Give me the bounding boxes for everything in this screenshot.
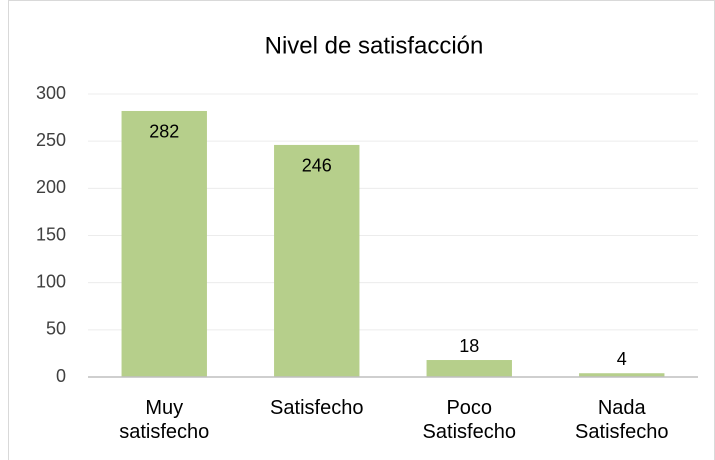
bar: [579, 373, 665, 377]
data-label: 4: [617, 349, 627, 369]
y-tick-label: 100: [36, 271, 66, 291]
x-tick-label: Poco Satisfecho: [422, 397, 516, 443]
data-label: 246: [302, 156, 332, 176]
y-tick-label: 200: [36, 177, 66, 197]
x-tick-label: Satisfecho: [270, 397, 364, 419]
y-tick-label: 250: [36, 130, 66, 150]
y-tick-label: 50: [46, 319, 66, 339]
data-label: 282: [149, 122, 179, 142]
y-tick-label: 300: [36, 83, 66, 103]
x-tick-label: Muy satisfecho: [119, 397, 210, 443]
data-label: 18: [459, 336, 479, 356]
chart-title: Nivel de satisfacción: [265, 32, 484, 59]
bar: [274, 144, 360, 377]
y-tick-label: 150: [36, 224, 66, 244]
bar: [121, 110, 207, 377]
bar: [426, 360, 512, 377]
x-tick-label: Nada Satisfecho: [575, 397, 669, 443]
chart-border: [8, 0, 715, 460]
y-tick-label: 0: [56, 366, 66, 386]
